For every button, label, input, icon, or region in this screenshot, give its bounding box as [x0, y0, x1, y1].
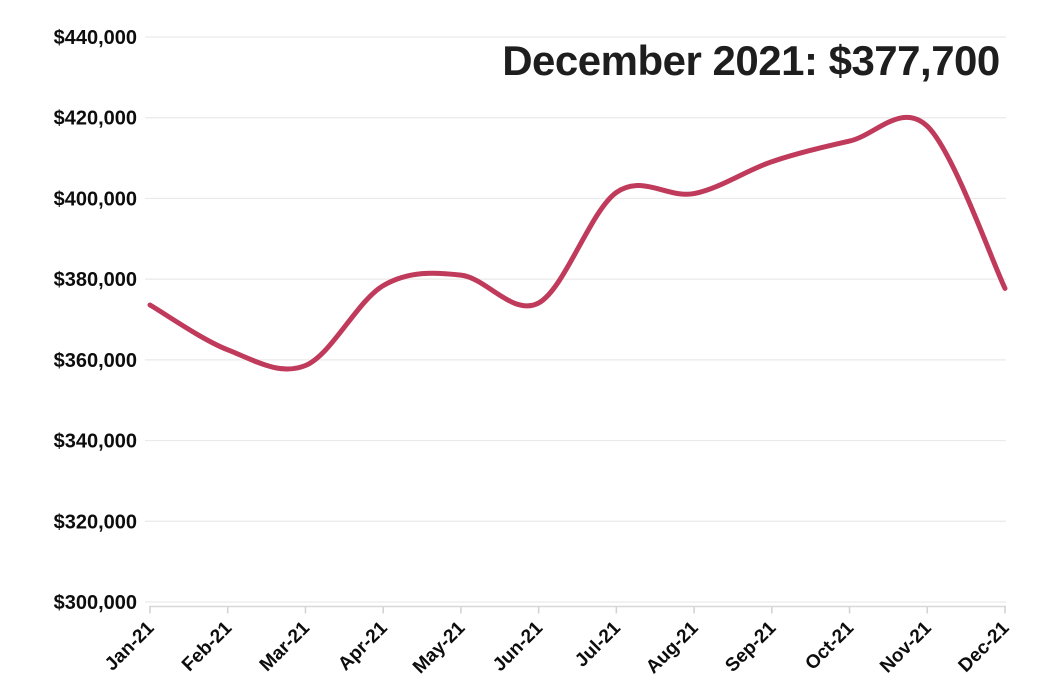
x-axis-label: Apr-21 — [334, 617, 392, 675]
x-axis-label: Sep-21 — [721, 617, 780, 676]
x-axis-label: Nov-21 — [876, 617, 936, 677]
price-trend-line — [147, 114, 1008, 372]
x-axis-label: Oct-21 — [801, 617, 858, 674]
x-axis-label: Aug-21 — [642, 617, 703, 678]
y-axis-label: $320,000 — [54, 511, 137, 533]
x-axis-label: Mar-21 — [256, 617, 314, 675]
x-axis-label: Jan-21 — [101, 617, 159, 675]
x-axis-label: Jun-21 — [489, 617, 547, 675]
x-axis-label: Feb-21 — [178, 617, 236, 675]
y-axis-label: $380,000 — [54, 269, 137, 291]
x-axis-label: Dec-21 — [955, 617, 1014, 676]
y-axis-label: $440,000 — [54, 27, 137, 49]
y-axis-label: $360,000 — [54, 350, 137, 372]
chart-title: December 2021: $377,700 — [502, 37, 1000, 84]
x-axis-label: Jul-21 — [571, 617, 625, 671]
y-axis-label: $420,000 — [54, 108, 137, 130]
y-axis-label: $300,000 — [54, 592, 137, 614]
y-axis-label: $340,000 — [54, 431, 137, 453]
x-axis-label: May-21 — [409, 617, 470, 678]
y-axis-label: $400,000 — [54, 188, 137, 210]
